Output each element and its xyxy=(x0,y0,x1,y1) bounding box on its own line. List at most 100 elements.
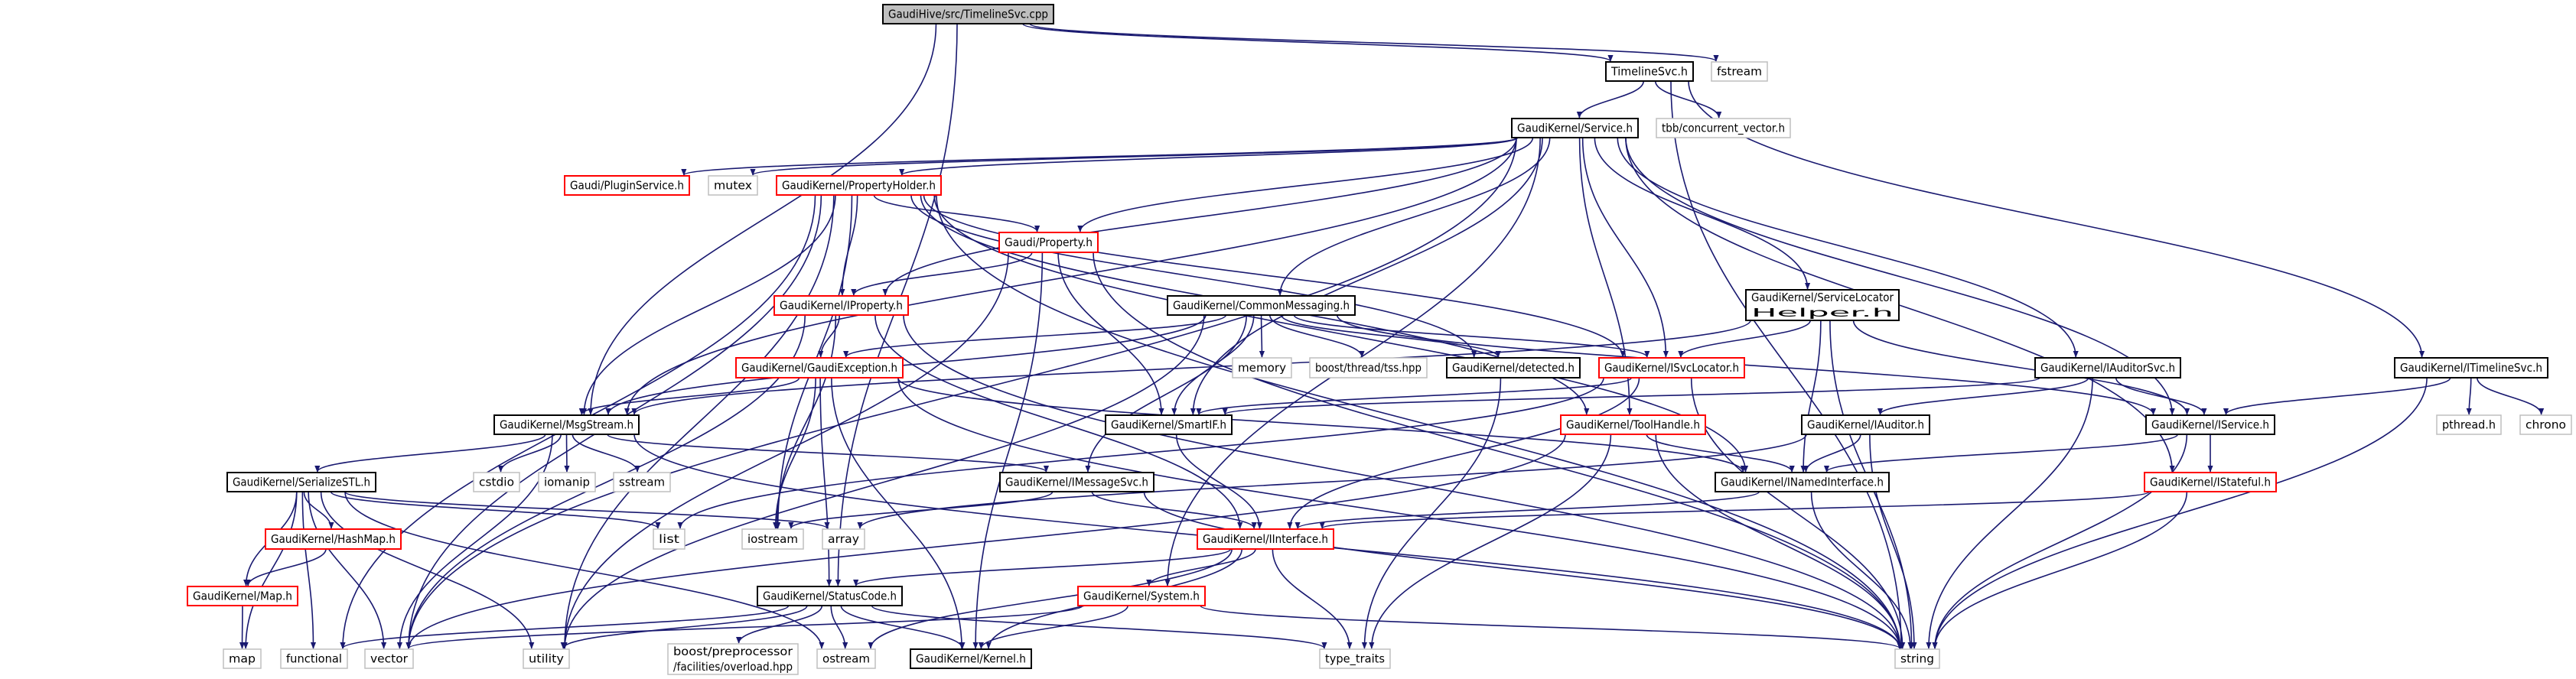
edge-imessagesvc-to-iostream xyxy=(788,491,1054,529)
node-property[interactable]: Gaudi/Property.h xyxy=(998,232,1099,253)
edge-property-to-iproperty xyxy=(851,252,1033,296)
node-iauditor[interactable]: GaudiKernel/IAuditor.h xyxy=(1801,414,1930,435)
node-map[interactable]: map xyxy=(223,648,262,669)
node-memory[interactable]: memory xyxy=(1232,357,1292,378)
node-detected[interactable]: GaudiKernel/detected.h xyxy=(1446,357,1581,378)
edge-iproperty-to-string xyxy=(903,314,1903,649)
node-list[interactable]: list xyxy=(653,528,686,550)
edge-iauditorsvc-to-iauditor xyxy=(1877,377,2089,415)
edge-iauditor-to-inamedinterface xyxy=(1803,434,1861,473)
node-toolhandle[interactable]: GaudiKernel/ToolHandle.h xyxy=(1560,414,1706,435)
node-commonmessaging[interactable]: GaudiKernel/CommonMessaging.h xyxy=(1167,295,1356,316)
node-functional[interactable]: functional xyxy=(280,648,348,669)
node-fstream[interactable]: fstream xyxy=(1711,61,1768,82)
node-cpp[interactable]: GaudiHive/src/TimelineSvc.cpp xyxy=(882,4,1054,24)
nodes-layer: GaudiHive/src/TimelineSvc.cpp TimelineSvc… xyxy=(187,4,2572,675)
node-box xyxy=(2144,472,2277,492)
node-inamedinterface[interactable]: GaudiKernel/INamedInterface.h xyxy=(1715,472,1890,492)
edge-toolhandle-to-inamedinterface xyxy=(1646,434,1795,473)
node-type-traits[interactable]: type_traits xyxy=(1319,648,1391,669)
edge-msgstream-to-serializestl xyxy=(314,434,546,473)
node-propertyholder[interactable]: GaudiKernel/PropertyHolder.h xyxy=(776,175,942,196)
node-iauditorsvc[interactable]: GaudiKernel/IAuditorSvc.h xyxy=(2034,357,2181,378)
node-box xyxy=(364,648,414,669)
edge-isvclocator-to-iinterface xyxy=(1287,377,1640,529)
node-mutex[interactable]: mutex xyxy=(708,175,758,196)
node-label: mutex xyxy=(714,179,752,193)
node-box xyxy=(1605,61,1694,82)
edge-propertyholder-to-isvclocator xyxy=(923,194,1626,358)
node-vector[interactable]: vector xyxy=(364,648,414,669)
edge-servicelocatorhelper-to-isvclocator xyxy=(1678,320,1812,358)
edge-gaudiexception-to-inamedinterface xyxy=(897,377,1746,473)
node-label: iomanip xyxy=(544,476,590,489)
edge-service_h-to-property xyxy=(1077,137,1534,232)
node-box xyxy=(822,528,865,550)
node-smartif[interactable]: GaudiKernel/SmartIF.h xyxy=(1105,414,1233,435)
node-system[interactable]: GaudiKernel/System.h xyxy=(1077,586,1206,606)
node-label: fstream xyxy=(1717,65,1762,79)
edge-service_h-to-vector xyxy=(405,137,1517,649)
node-utility[interactable]: utility xyxy=(523,648,570,669)
node-box xyxy=(473,472,520,492)
node-box xyxy=(564,175,690,196)
edge-isvclocator-to-list xyxy=(677,377,1604,529)
node-servicelocatorhelper[interactable]: GaudiKernel/ServiceLocator Helper.h xyxy=(1745,289,1900,321)
edge-statuscode-to-type_traits xyxy=(871,605,1327,649)
node-imessagesvc[interactable]: GaudiKernel/IMessageSvc.h xyxy=(999,472,1154,492)
edge-serializestl-to-utility xyxy=(320,491,535,649)
node-chrono[interactable]: chrono xyxy=(2519,414,2572,435)
edge-serializestl-to-vector xyxy=(308,491,387,649)
node-label: GaudiKernel/IAuditorSvc.h xyxy=(2040,361,2175,375)
edge-service_h-to-servicelocatorhelper xyxy=(1594,137,1811,290)
node-tss[interactable]: boost/thread/tss.hpp xyxy=(1309,357,1428,378)
node-pthread[interactable]: pthread.h xyxy=(2436,414,2502,435)
edge-iauditor-to-string xyxy=(1869,434,1917,649)
node-hashmap[interactable]: GaudiKernel/HashMap.h xyxy=(265,528,402,550)
node-kernel[interactable]: GaudiKernel/Kernel.h xyxy=(910,648,1032,669)
node-sstream[interactable]: sstream xyxy=(613,472,671,492)
node-timelinesvc-h[interactable]: TimelineSvc.h xyxy=(1605,61,1694,82)
node-pluginservice[interactable]: Gaudi/PluginService.h xyxy=(564,175,690,196)
node-box xyxy=(223,648,262,669)
node-overload[interactable]: boost/preprocessor/facilities/overload.h… xyxy=(667,643,799,675)
node-box xyxy=(1309,357,1428,378)
node-itimelinesvc[interactable]: GaudiKernel/ITimelineSvc.h xyxy=(2394,357,2548,378)
node-iomanip[interactable]: iomanip xyxy=(538,472,596,492)
node-box xyxy=(998,232,1099,253)
edge-system-to-vector xyxy=(405,605,1083,649)
node-isvclocator[interactable]: GaudiKernel/ISvcLocator.h xyxy=(1598,357,1745,378)
node-box xyxy=(226,472,376,492)
node-box xyxy=(493,414,640,435)
edge-statuscode-to-utility xyxy=(560,605,808,649)
node-box xyxy=(773,295,909,316)
edge-commonmessaging-to-isvclocator xyxy=(1293,314,1650,358)
node-ostream[interactable]: ostream xyxy=(816,648,876,669)
node-box xyxy=(910,648,1032,669)
node-box xyxy=(1711,61,1768,82)
node-service-h[interactable]: GaudiKernel/Service.h xyxy=(1511,118,1639,138)
node-label: GaudiKernel/Kernel.h xyxy=(916,652,1026,666)
edge-property-to-string xyxy=(1093,252,1903,649)
edge-inamedinterface-to-string xyxy=(1810,491,1913,649)
node-serializestl[interactable]: GaudiKernel/SerializeSTL.h xyxy=(226,472,376,492)
node-map-h[interactable]: GaudiKernel/Map.h xyxy=(187,586,298,606)
node-iservice[interactable]: GaudiKernel/IService.h xyxy=(2145,414,2275,435)
node-cstdio[interactable]: cstdio xyxy=(473,472,520,492)
edge-serializestl-to-hashmap xyxy=(303,491,334,529)
edge-statuscode-to-kernel xyxy=(840,605,966,649)
node-statuscode[interactable]: GaudiKernel/StatusCode.h xyxy=(757,586,903,606)
node-iostream[interactable]: iostream xyxy=(741,528,804,550)
node-array[interactable]: array xyxy=(822,528,865,550)
edge-iauditorsvc-to-iservice xyxy=(2115,377,2207,415)
node-string[interactable]: string xyxy=(1894,648,1940,669)
node-iproperty[interactable]: GaudiKernel/IProperty.h xyxy=(773,295,909,316)
node-gaudiexception[interactable]: GaudiKernel/GaudiException.h xyxy=(735,357,904,378)
node-iinterface[interactable]: GaudiKernel/IInterface.h xyxy=(1197,528,1334,550)
node-istateful[interactable]: GaudiKernel/IStateful.h xyxy=(2144,472,2277,492)
edge-propertyholder-to-property xyxy=(873,194,1040,232)
node-label: sstream xyxy=(619,476,665,489)
node-tbb[interactable]: tbb/concurrent_vector.h xyxy=(1656,118,1791,138)
node-msgstream[interactable]: GaudiKernel/MsgStream.h xyxy=(493,414,640,435)
node-box xyxy=(1598,357,1745,378)
